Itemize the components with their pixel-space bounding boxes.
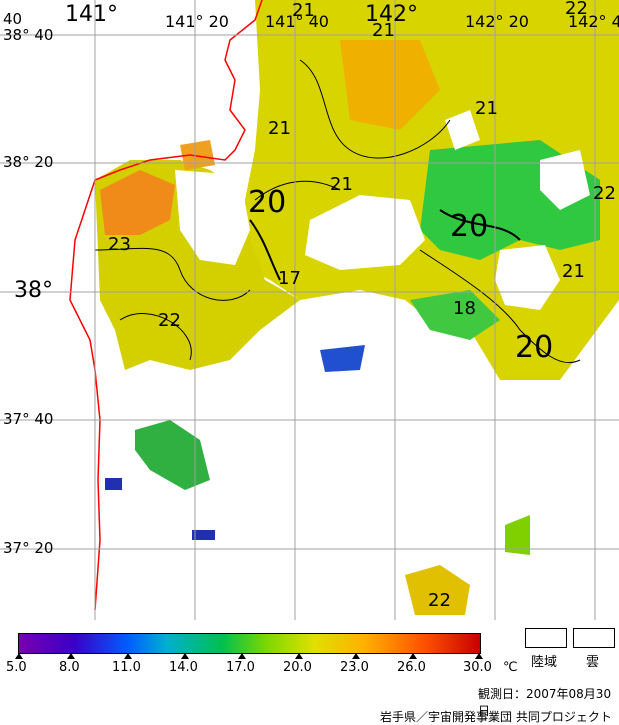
lat-label-37-20: 37° 20 (3, 539, 54, 557)
contour-label: 23 (108, 234, 131, 255)
colorbar-tick (295, 653, 303, 659)
colorbar-tick (15, 653, 23, 659)
contour-lines (94, 59, 581, 364)
contour-label: 22 (565, 0, 588, 19)
colorbar-tick (352, 653, 360, 659)
colorbar-tick (124, 653, 132, 659)
coastline (69, 0, 263, 611)
credit-text: 岩手県／宇宙開発事業団 共同プロジェクト (380, 710, 612, 724)
sst-map (0, 0, 619, 620)
patch-s5 (405, 565, 470, 615)
lon-label-141-40: 141° 40 (265, 12, 329, 31)
cloud-4 (445, 110, 480, 150)
temperature-colorbar (18, 633, 481, 654)
contour-label: 18 (453, 298, 476, 319)
colorbar-label: 5.0 (6, 660, 27, 675)
lon-label-141: 141° (65, 2, 118, 27)
contour-label: 17 (278, 268, 301, 289)
colorbar-label: 11.0 (112, 660, 141, 675)
colorbar-unit: ℃ (503, 660, 518, 675)
land-swatch (525, 628, 567, 648)
land-label: 陸域 (531, 655, 558, 670)
patch-s3 (105, 478, 122, 490)
lat-label-37-40: 37° 40 (3, 410, 54, 428)
contour-label: 21 (475, 98, 498, 119)
lat-label-38-40: 38° 40 (3, 26, 54, 44)
corner-label: 40 (3, 10, 23, 28)
contour-label: 22 (593, 183, 616, 204)
contour-label: 20 (515, 330, 554, 365)
colorbar-label: 8.0 (59, 660, 80, 675)
sst-orange-north (340, 40, 440, 130)
colorbar-label: 17.0 (226, 660, 255, 675)
cloud-5 (540, 150, 590, 210)
patch-s6 (505, 515, 530, 555)
patch-s4 (192, 530, 215, 540)
contour-label: 22 (428, 590, 451, 611)
colorbar-tick (409, 653, 417, 659)
colorbar-label: 20.0 (283, 660, 312, 675)
sst-warm-patch (100, 170, 175, 235)
graticule (0, 0, 619, 620)
sst-green-mid (410, 290, 500, 340)
colorbar-label: 14.0 (169, 660, 198, 675)
cloud-swatch (573, 628, 615, 648)
cloud-3 (495, 245, 560, 310)
colorbar-tick (475, 653, 483, 659)
lat-label-38-20: 38° 20 (3, 153, 54, 171)
lon-label-142-20: 142° 20 (465, 12, 529, 31)
contour-label: 21 (372, 20, 395, 41)
contour-label: 20 (248, 185, 287, 220)
contour-label: 21 (562, 261, 585, 282)
contour-label: 21 (292, 0, 315, 21)
lon-label-141-20: 141° 20 (165, 12, 229, 31)
contour-label: 21 (268, 118, 291, 139)
contour-label: 22 (158, 310, 181, 331)
observation-date: 観測日：2007年08月30日 (478, 687, 612, 718)
cloud-label: 雲 (586, 655, 600, 670)
contour-label: 21 (330, 174, 353, 195)
colorbar-label: 23.0 (340, 660, 369, 675)
colorbar-label: 26.0 (397, 660, 426, 675)
colorbar-tick (67, 653, 75, 659)
lat-label-38: 38° (14, 278, 53, 303)
lon-label-142-40: 142° 4 (568, 12, 619, 31)
colorbar-tick (238, 653, 246, 659)
lon-label-142: 142° (365, 2, 418, 27)
colorbar-label: 30.0 (463, 660, 492, 675)
patch-s1 (135, 420, 210, 490)
patch-s2 (320, 345, 365, 372)
cloud-1 (175, 170, 250, 265)
colorbar-tick (181, 653, 189, 659)
contour-label: 20 (450, 209, 489, 244)
